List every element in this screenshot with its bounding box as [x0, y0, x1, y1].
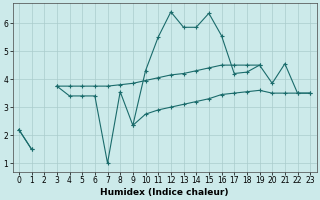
X-axis label: Humidex (Indice chaleur): Humidex (Indice chaleur) [100, 188, 229, 197]
